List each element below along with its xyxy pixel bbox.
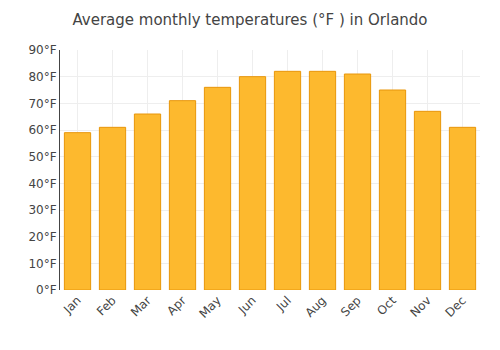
svg-text:Sep: Sep: [338, 293, 364, 319]
svg-text:May: May: [196, 293, 223, 320]
svg-text:Oct: Oct: [374, 293, 399, 318]
svg-text:Dec: Dec: [443, 293, 469, 319]
svg-text:80°F: 80°F: [28, 70, 56, 84]
svg-text:70°F: 70°F: [28, 97, 56, 111]
svg-text:Aug: Aug: [302, 293, 328, 319]
svg-text:90°F: 90°F: [28, 43, 56, 57]
svg-text:Apr: Apr: [164, 293, 189, 318]
svg-text:60°F: 60°F: [28, 123, 56, 137]
svg-text:Jul: Jul: [273, 293, 294, 314]
svg-text:Jan: Jan: [60, 293, 84, 317]
svg-text:Average monthly temperatures (: Average monthly temperatures (°F ) in Or…: [72, 11, 427, 29]
svg-text:40°F: 40°F: [28, 177, 56, 191]
svg-text:0°F: 0°F: [36, 283, 57, 297]
svg-text:50°F: 50°F: [28, 150, 56, 164]
svg-text:Jun: Jun: [235, 293, 259, 317]
svg-text:10°F: 10°F: [28, 257, 56, 271]
svg-text:Mar: Mar: [128, 293, 154, 319]
svg-text:Nov: Nov: [407, 293, 433, 319]
svg-text:20°F: 20°F: [28, 230, 56, 244]
svg-text:Feb: Feb: [94, 293, 119, 318]
svg-text:30°F: 30°F: [28, 203, 56, 217]
